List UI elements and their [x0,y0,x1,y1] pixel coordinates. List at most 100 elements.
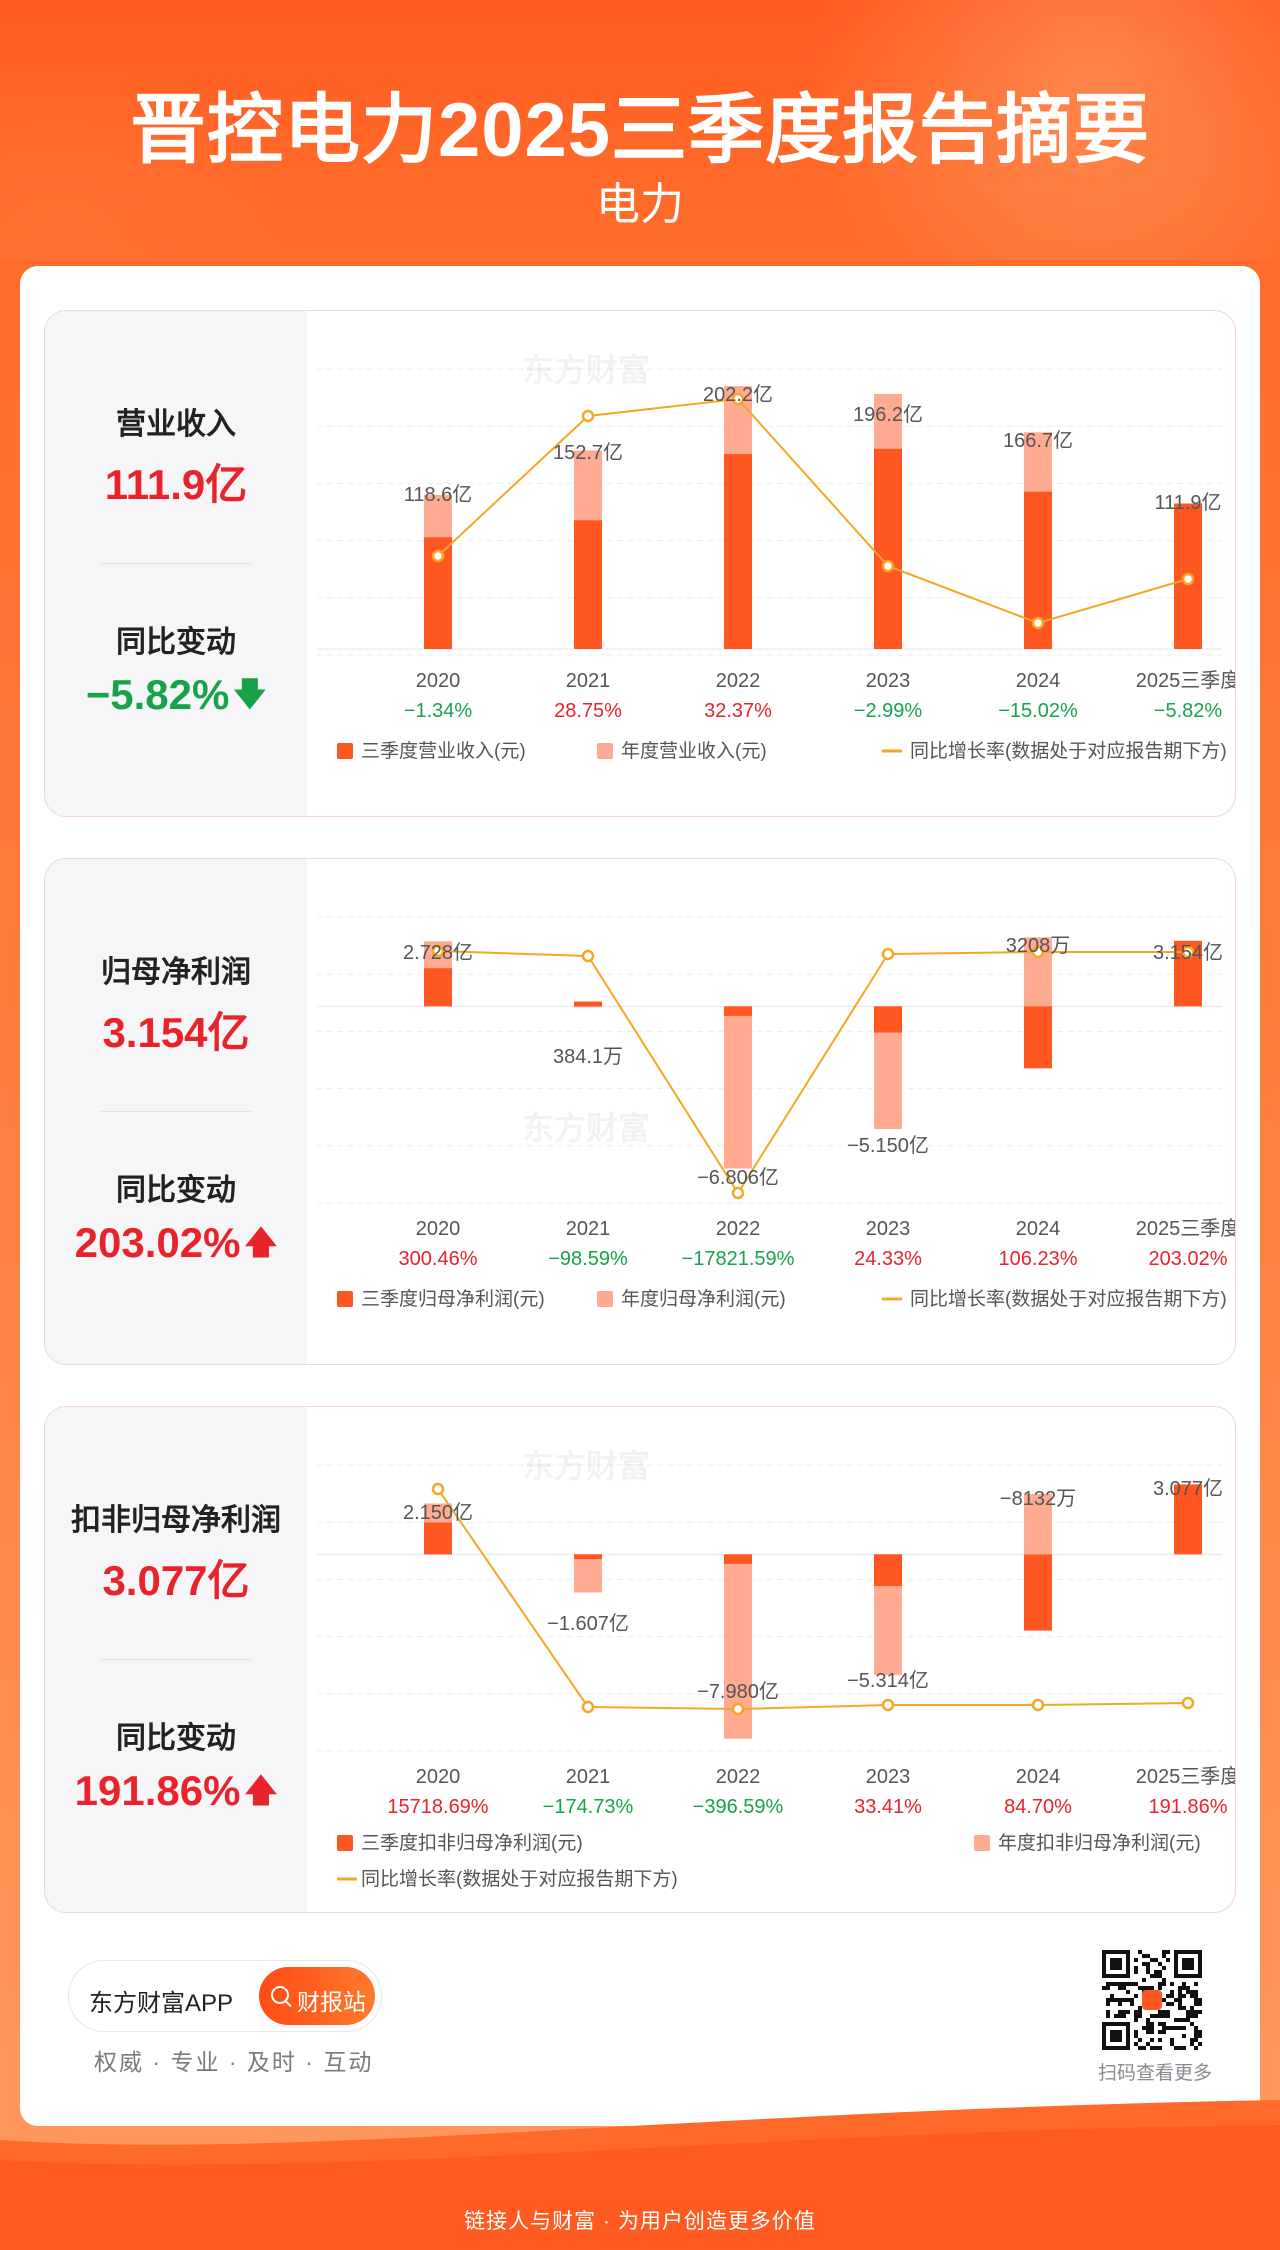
data-label: −5.314亿 [847,1669,929,1692]
qr-finder [1110,2030,1122,2042]
change-value-text: 191.86% [74,1767,241,1814]
qr-module [1190,2014,1194,2018]
growth-label: −98.59% [548,1248,628,1270]
qr-module [1114,2014,1118,2018]
app-promo[interactable]: 东方财富APP 财报站 [68,1960,382,2032]
qr-module [1190,2006,1194,2010]
qr-module [1166,2002,1170,2006]
category-label: 2020 [416,670,461,692]
quarter-bar [724,1554,752,1564]
data-label: 111.9亿 [1154,491,1221,514]
qr-module [1170,1994,1174,1998]
qr-module [1142,1978,1146,1982]
legend-label: 同比增长率(数据处于对应报告期下方) [910,1288,1227,1310]
data-label: 202.2亿 [703,383,773,406]
change-value-text: 203.02% [74,1219,241,1266]
net-profit-chart: 东方财富 2.728亿 384.1万 −6.806亿 −5.150亿 3208万 3.154… [317,916,1235,1310]
qr-logo [1142,1990,1162,2010]
legend-label: 年度归母净利润(元) [621,1288,786,1310]
financial-report-button[interactable]: 财报站 [259,1967,375,2025]
annual-bar [574,1554,602,1593]
qr-module [1166,2026,1170,2030]
qr-module [1150,2022,1154,2026]
qr-module [1134,1994,1138,1998]
qr-module [1174,1998,1178,2002]
qr-module [1178,2006,1182,2010]
divider [101,1659,251,1660]
growth-point [431,1482,445,1496]
qr-module [1142,1986,1146,1990]
category-label: 2022 [716,1766,761,1788]
legend-label: 三季度归母净利润(元) [361,1288,545,1310]
qr-module [1146,2026,1150,2030]
growth-point [431,549,445,563]
category-label: 2024 [1016,1218,1061,1240]
growth-label: 28.75% [554,700,622,722]
category-label: 2023 [866,670,911,692]
qr-module [1166,1958,1170,1962]
qr-module [1190,2038,1194,2042]
change-label: 同比变动 [116,1722,236,1755]
change-value: 191.86% 🡅 [45,1767,307,1822]
deducted-profit-chart: 东方财富 2.150亿 −1.607亿 −7.980亿 −5.314亿 −8132万 3.0… [317,1448,1235,1890]
growth-point [881,559,895,573]
qr-module [1162,2010,1166,2014]
data-label: 2.150亿 [403,1501,473,1524]
data-label: −1.607亿 [547,1612,629,1635]
qr-module [1182,2026,1186,2030]
qr-module [1170,1982,1174,1986]
qr-module [1134,2014,1138,2018]
growth-point [1181,945,1195,959]
qr-module [1194,1982,1198,1986]
category-label: 2020 [416,1766,461,1788]
category-label: 2022 [716,1218,761,1240]
legend-swatch-annual [597,1291,613,1307]
qr-module [1194,1998,1198,2002]
qr-module [1150,2030,1154,2034]
data-label: −5.150亿 [847,1134,929,1157]
qr-module [1194,2010,1198,2014]
qr-module [1162,1982,1166,1986]
qr-module [1194,2030,1198,2034]
qr-module [1158,1970,1162,1974]
legend-swatch-annual [974,1835,990,1851]
qr-module [1182,2034,1186,2038]
quarter-bar [874,448,902,649]
qr-module [1138,1986,1142,1990]
qr-module [1126,1982,1130,1986]
qr-module [1158,1962,1162,1966]
growth-point [1031,616,1045,630]
growth-label: −396.59% [693,1796,784,1818]
qr-module [1134,2010,1138,2014]
qr-module [1122,2014,1126,2018]
qr-module [1118,1998,1122,2002]
qr-code[interactable] [1102,1950,1202,2050]
data-label: −6.806亿 [697,1166,779,1189]
qr-module [1150,2014,1154,2018]
qr-module [1170,1990,1174,1994]
data-label: 196.2亿 [853,403,923,426]
data-label: 166.7亿 [1003,429,1073,452]
qr-module [1158,1986,1162,1990]
category-label: 2024 [1016,670,1061,692]
qr-module [1158,2010,1162,2014]
qr-module [1110,1994,1114,1998]
category-label: 2020 [416,1218,461,1240]
growth-point [431,944,445,958]
qr-module [1150,2038,1154,2042]
growth-label: −15.02% [998,700,1078,722]
growth-point [731,1702,745,1716]
qr-module [1134,2034,1138,2038]
legend-swatch-annual [597,743,613,759]
qr-module [1126,2010,1130,2014]
qr-module [1162,1998,1166,2002]
growth-point [1031,945,1045,959]
qr-module [1198,2042,1202,2046]
qr-module [1178,1986,1182,1990]
qr-module [1198,1998,1202,2002]
qr-module [1134,1970,1138,1974]
growth-label: 84.70% [1004,1796,1072,1818]
qr-module [1134,2030,1138,2034]
growth-point [731,392,745,406]
watermark: 东方财富 [522,352,650,388]
